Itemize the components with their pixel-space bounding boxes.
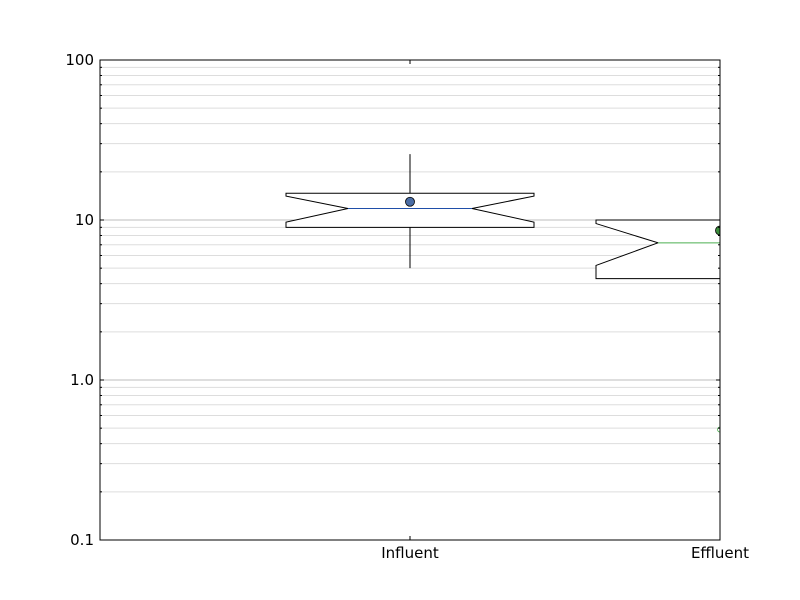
mean-marker <box>405 196 415 207</box>
box-body <box>595 219 720 280</box>
y-tick-label: 0.1 <box>70 531 94 549</box>
box-effluent <box>595 219 720 433</box>
box-influent <box>285 154 535 269</box>
y-tick-label: 1.0 <box>70 371 94 389</box>
x-tick-label: Influent <box>381 544 439 562</box>
x-tick-label: Effluent <box>691 544 749 562</box>
tick-labels: 0.1 1.0 10 100 Influent Effluent <box>65 51 749 562</box>
axis-ticks <box>100 59 721 541</box>
plot-frame <box>99 59 721 541</box>
outlier-point <box>717 426 720 433</box>
y-tick-label: 10 <box>75 211 94 229</box>
y-tick-label: 100 <box>65 51 94 69</box>
box-body <box>285 192 535 228</box>
grid-lines <box>100 66 720 493</box>
boxes-layer <box>285 154 720 433</box>
mean-marker <box>715 225 720 236</box>
